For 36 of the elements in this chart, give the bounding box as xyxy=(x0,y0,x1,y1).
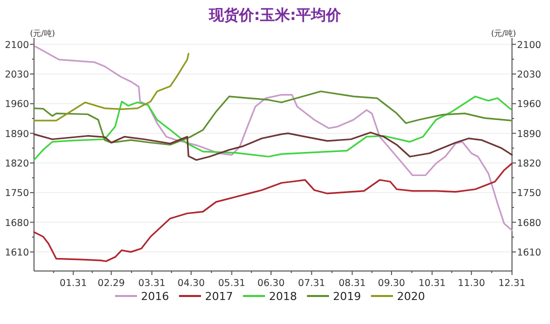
y-tick-label: 1680 xyxy=(4,218,29,229)
x-tick-label: 02.29 xyxy=(98,278,125,289)
y2-tick-label: 2100 xyxy=(517,40,542,51)
y-tick-label: 2100 xyxy=(4,40,29,51)
y2-tick-label: 1680 xyxy=(517,218,542,229)
x-tick-label: 10.31 xyxy=(418,278,446,289)
legend-label: 2016 xyxy=(141,290,169,303)
y2-tick-label: 1820 xyxy=(517,158,542,170)
legend-label: 2019 xyxy=(333,290,361,303)
x-tick-label: 08.31 xyxy=(338,278,366,289)
x-tick-label: 05.31 xyxy=(218,278,246,289)
y2-tick-label: 1750 xyxy=(517,188,542,200)
y-tick-label: 2030 xyxy=(4,70,29,81)
y-tick-label: 1610 xyxy=(4,247,29,258)
legend-label: 2018 xyxy=(269,290,297,303)
y-tick-label: 1960 xyxy=(4,99,29,110)
legend-label: 2020 xyxy=(397,290,425,303)
x-tick-label: 04.30 xyxy=(178,278,205,289)
x-tick-label: 01.31 xyxy=(60,278,87,289)
x-tick-label: 09.30 xyxy=(378,278,406,289)
x-tick-label: 12.31 xyxy=(498,278,526,289)
y2-axis-title: (元/吨) xyxy=(491,29,516,38)
y-tick-label: 1750 xyxy=(4,188,29,200)
y-tick-label: 1890 xyxy=(4,128,29,140)
y2-tick-label: 2030 xyxy=(517,70,542,81)
x-tick-label: 11.30 xyxy=(458,278,486,289)
title: 现货价:玉米:平均价 xyxy=(209,6,341,24)
legend-label: 2017 xyxy=(205,290,233,303)
x-tick-label: 03.31 xyxy=(138,278,166,289)
y-axis-title: (元/吨) xyxy=(30,29,55,38)
x-tick-label: 06.30 xyxy=(257,278,285,289)
x-tick-label: 07.31 xyxy=(298,278,326,289)
y2-tick-label: 1890 xyxy=(517,128,542,140)
y2-tick-label: 1960 xyxy=(517,99,542,110)
y2-tick-label: 1610 xyxy=(517,247,542,258)
y-tick-label: 1820 xyxy=(4,158,29,170)
